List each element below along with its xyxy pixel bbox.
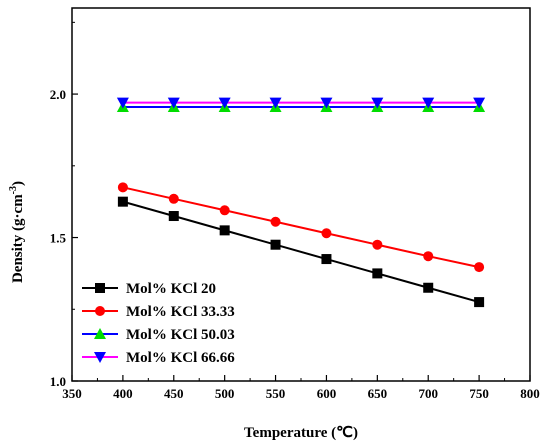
x-tick-label: 600 xyxy=(317,386,337,401)
data-point xyxy=(116,97,129,109)
x-tick-label: 550 xyxy=(266,386,286,401)
data-point xyxy=(423,251,434,262)
x-tick-label: 750 xyxy=(469,386,489,401)
legend-label: Mol% KCl 50.03 xyxy=(126,327,235,343)
data-point xyxy=(321,254,332,265)
data-point xyxy=(218,97,231,109)
series-line xyxy=(122,200,480,304)
legend-label: Mol% KCl 66.66 xyxy=(126,350,235,366)
data-point xyxy=(117,196,128,207)
plot-frame xyxy=(71,7,531,382)
data-point xyxy=(474,297,485,308)
data-point xyxy=(423,282,434,293)
y-axis-title: Density (g·cm-3) xyxy=(8,181,26,283)
data-point xyxy=(371,97,384,109)
data-point xyxy=(117,182,128,193)
x-tick-label: 400 xyxy=(113,386,133,401)
y-tick-label: 1.0 xyxy=(50,374,66,389)
x-tick-label: 350 xyxy=(62,386,82,401)
data-point xyxy=(372,239,383,250)
data-point xyxy=(473,97,486,109)
data-point xyxy=(219,205,230,216)
x-tick-label: 650 xyxy=(368,386,388,401)
y-axis-title-main: Density (g·cm xyxy=(10,194,26,283)
legend-marker xyxy=(94,352,106,363)
data-point xyxy=(422,97,435,109)
x-tick-label: 800 xyxy=(520,386,540,401)
y-tick-label: 1.5 xyxy=(50,231,67,246)
data-point xyxy=(219,225,230,236)
data-point xyxy=(269,97,282,109)
legend-marker xyxy=(95,283,105,293)
legend-label: Mol% KCl 20 xyxy=(126,281,216,297)
y-axis-title-close: ) xyxy=(10,181,26,186)
data-point xyxy=(270,216,281,227)
legend-label: Mol% KCl 33.33 xyxy=(126,304,235,320)
data-point xyxy=(320,97,333,109)
data-point xyxy=(168,193,179,204)
data-point xyxy=(474,262,485,273)
y-axis-title-superscript: -3 xyxy=(8,186,19,194)
data-point xyxy=(321,228,332,239)
data-point xyxy=(167,97,180,109)
y-tick-label: 2.0 xyxy=(50,87,66,102)
x-tick-label: 450 xyxy=(164,386,184,401)
data-point xyxy=(168,211,179,222)
series-line xyxy=(122,186,480,269)
x-tick-label: 500 xyxy=(215,386,235,401)
x-tick-label: 700 xyxy=(418,386,438,401)
data-point xyxy=(372,268,383,279)
legend-marker xyxy=(94,328,106,339)
x-axis-title: Temperature (℃) xyxy=(244,425,358,441)
data-point xyxy=(270,239,281,250)
plot-area: 350 400 450 500 550 600 650 700 750 800 1.0 1.5 2.0 M… xyxy=(50,7,540,401)
legend-marker xyxy=(95,306,105,316)
